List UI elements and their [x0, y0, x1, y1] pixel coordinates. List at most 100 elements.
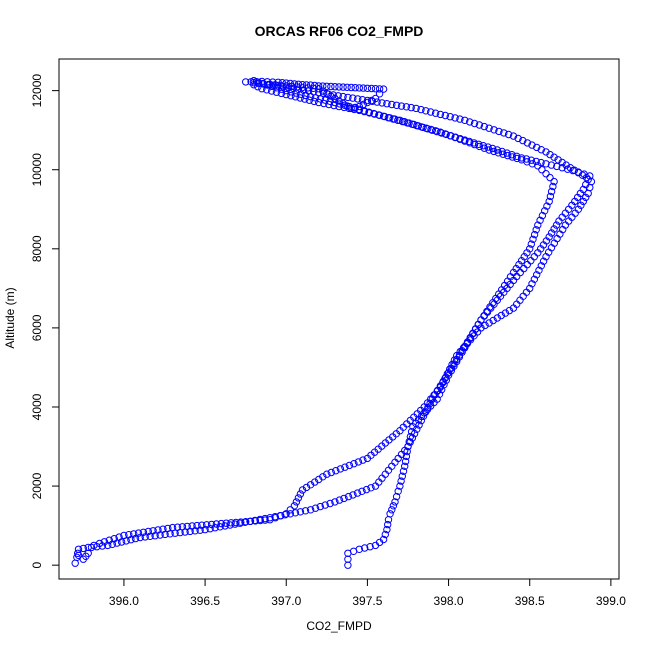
data-point: [509, 132, 518, 140]
data-point: [397, 477, 405, 485]
data-point: [481, 321, 489, 330]
data-point: [530, 275, 539, 283]
data-point: [389, 115, 397, 123]
data-point: [363, 84, 372, 93]
data-point: [146, 532, 154, 540]
data-point: [546, 173, 554, 182]
data-point: [542, 160, 550, 168]
data-point: [302, 483, 311, 492]
data-point: [196, 526, 204, 534]
data-point: [302, 91, 310, 100]
data-point: [341, 463, 349, 471]
data-point: [526, 245, 534, 253]
data-point: [508, 153, 516, 161]
data-point: [528, 280, 536, 288]
data-point: [319, 87, 327, 95]
data-point: [545, 197, 553, 206]
data-point: [509, 304, 518, 312]
data-point: [490, 126, 498, 134]
data-point: [545, 233, 553, 241]
data-point: [417, 416, 425, 425]
data-point: [461, 116, 469, 125]
y-tick-label: 6000: [30, 314, 44, 341]
data-point: [534, 221, 542, 229]
data-point: [79, 544, 88, 553]
data-point: [523, 139, 532, 147]
data-point: [217, 519, 226, 528]
data-point: [504, 151, 512, 160]
data-point: [379, 85, 388, 93]
data-point: [84, 543, 92, 552]
data-point: [577, 201, 585, 210]
data-point: [71, 559, 79, 567]
data-point: [84, 549, 92, 557]
data-point: [311, 504, 320, 512]
data-point: [541, 207, 549, 215]
data-point: [558, 158, 566, 167]
data-point: [136, 533, 144, 542]
data-point: [404, 442, 412, 451]
data-point: [166, 530, 174, 538]
data-point: [246, 517, 254, 526]
data-point: [306, 92, 315, 101]
data-point: [441, 111, 449, 120]
data-point: [287, 88, 295, 96]
data-point: [402, 103, 411, 111]
data-point: [547, 229, 556, 237]
data-point: [532, 226, 540, 234]
data-point: [394, 116, 402, 125]
data-series-layer: [71, 77, 596, 569]
data-point: [538, 166, 546, 174]
data-point: [345, 461, 354, 470]
data-point: [258, 85, 266, 93]
data-point: [311, 94, 320, 102]
data-point: [349, 491, 357, 499]
data-point: [286, 510, 294, 518]
data-point: [354, 458, 363, 466]
data-point: [391, 498, 399, 506]
data-point: [266, 514, 274, 522]
data-point: [355, 84, 363, 92]
data-point: [401, 462, 409, 470]
data-point: [412, 104, 420, 113]
data-point: [331, 83, 339, 91]
data-point: [316, 95, 324, 103]
data-point: [504, 130, 513, 139]
data-point: [584, 189, 592, 198]
y-tick-label: 12000: [30, 74, 44, 108]
data-point: [480, 144, 488, 152]
data-point: [499, 150, 507, 158]
data-point: [266, 80, 274, 89]
data-point: [201, 525, 209, 534]
data-point: [379, 535, 388, 544]
x-axis: 396.0 396.5 397.0 397.5 398.0 398.5 399.0: [109, 578, 626, 608]
data-point: [363, 454, 372, 463]
data-point: [130, 530, 138, 538]
data-point: [151, 532, 159, 540]
data-point: [431, 109, 440, 117]
data-point: [294, 494, 303, 502]
data-point: [542, 170, 550, 178]
data-point: [359, 100, 367, 109]
data-point: [475, 121, 484, 129]
data-point: [355, 545, 363, 553]
data-point: [331, 498, 339, 506]
data-point: [538, 211, 547, 220]
data-point: [537, 146, 545, 154]
data-point: [323, 89, 331, 98]
data-point: [539, 257, 548, 265]
data-point: [241, 518, 249, 526]
data-point: [154, 526, 162, 534]
data-point: [231, 520, 239, 528]
data-point: [291, 509, 300, 517]
data-point: [381, 530, 389, 539]
y-axis: 0 2000 4000 6000 8000 10000 12000: [30, 74, 60, 569]
data-point: [436, 128, 445, 136]
data-point: [320, 99, 328, 108]
data-point: [392, 101, 401, 110]
data-point: [141, 533, 149, 541]
x-tick-label: 397.0: [271, 594, 301, 608]
data-point: [251, 516, 259, 525]
data-point: [344, 93, 352, 102]
data-point: [282, 86, 290, 95]
